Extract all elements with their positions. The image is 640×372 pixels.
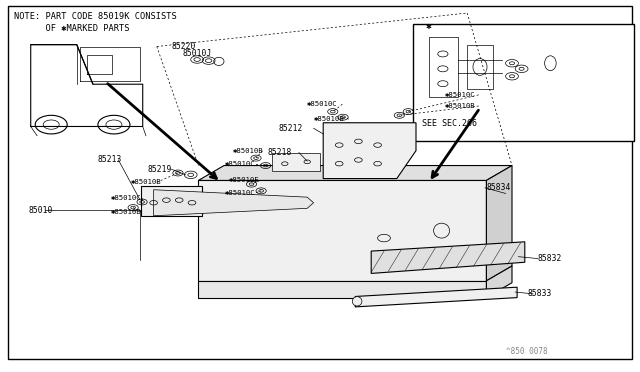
Polygon shape xyxy=(355,287,517,307)
Ellipse shape xyxy=(434,223,449,238)
Text: 85832: 85832 xyxy=(538,254,562,263)
Text: ✱85010E: ✱85010E xyxy=(229,177,260,183)
Text: ✱85010C: ✱85010C xyxy=(307,101,338,107)
Polygon shape xyxy=(154,190,314,216)
Text: OF ✱MARKED PARTS: OF ✱MARKED PARTS xyxy=(14,24,129,33)
Text: ✱85010B: ✱85010B xyxy=(445,103,476,109)
Ellipse shape xyxy=(352,297,362,306)
Text: ✱85010B: ✱85010B xyxy=(131,179,161,185)
Text: ✱: ✱ xyxy=(426,24,432,30)
Text: 85010J: 85010J xyxy=(182,49,212,58)
Polygon shape xyxy=(198,281,486,298)
Polygon shape xyxy=(198,166,512,180)
Polygon shape xyxy=(198,180,486,281)
Circle shape xyxy=(378,234,390,242)
Text: ✱85010C: ✱85010C xyxy=(445,92,476,98)
Text: ✱85010C: ✱85010C xyxy=(225,190,256,196)
Text: ✱85010C: ✱85010C xyxy=(111,195,141,201)
Text: ✱85010B: ✱85010B xyxy=(314,116,344,122)
Text: ✱85010B: ✱85010B xyxy=(232,148,263,154)
Text: NOTE: PART CODE 85019K CONSISTS: NOTE: PART CODE 85019K CONSISTS xyxy=(14,12,177,21)
Text: SEE SEC.266: SEE SEC.266 xyxy=(422,119,477,128)
Text: 85834: 85834 xyxy=(486,183,511,192)
Polygon shape xyxy=(371,242,525,273)
Text: 85212: 85212 xyxy=(278,124,303,133)
Polygon shape xyxy=(486,266,512,298)
Text: 85213: 85213 xyxy=(97,155,122,164)
Polygon shape xyxy=(486,166,512,281)
Polygon shape xyxy=(272,153,320,171)
Text: 85218: 85218 xyxy=(268,148,292,157)
Text: ✱85010C: ✱85010C xyxy=(225,161,256,167)
Text: ✱85010B: ✱85010B xyxy=(111,209,141,215)
Polygon shape xyxy=(141,186,202,216)
Text: 85010: 85010 xyxy=(29,206,53,215)
Text: 85833: 85833 xyxy=(528,289,552,298)
Bar xyxy=(413,24,634,141)
Text: 85220: 85220 xyxy=(172,42,196,51)
Polygon shape xyxy=(323,123,416,179)
Text: 85219: 85219 xyxy=(147,165,172,174)
Text: ^850 0078: ^850 0078 xyxy=(506,347,547,356)
